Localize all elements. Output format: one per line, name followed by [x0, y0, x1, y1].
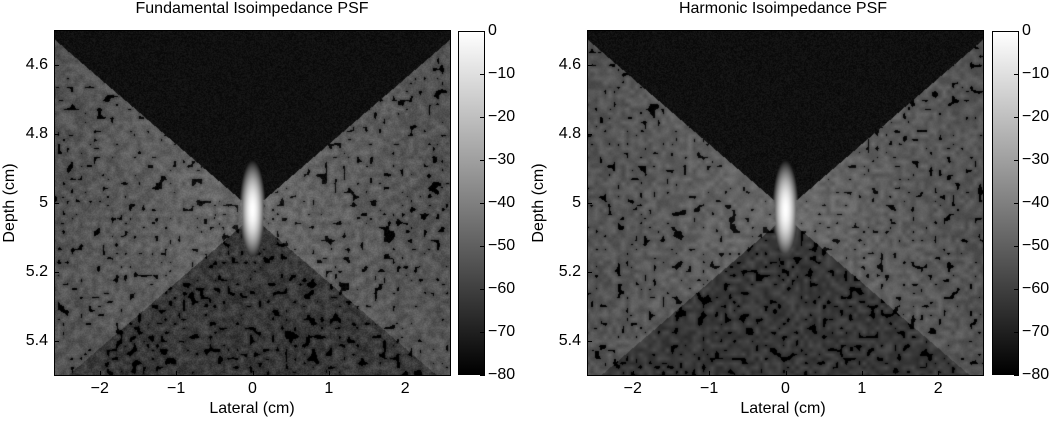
x-tick-label: −2	[623, 380, 642, 397]
colorbar-tick-label: −80	[1022, 366, 1050, 383]
colorbar-tick-mark	[1014, 74, 1019, 75]
x-tick-mark	[861, 371, 863, 376]
colorbar-tick-mark	[480, 203, 485, 204]
x-tick-mark	[938, 371, 940, 376]
heatmap-image	[54, 30, 451, 376]
colorbar-tick-label: −80	[488, 366, 516, 383]
y-tick-mark	[54, 272, 59, 274]
heatmap-image	[587, 30, 984, 376]
chart-title: Fundamental Isoimpedance PSF	[135, 0, 369, 17]
y-tick-mark	[587, 133, 592, 135]
x-tick-mark	[709, 371, 711, 376]
x-tick-mark	[785, 371, 787, 376]
colorbar-tick-label: −60	[488, 280, 516, 297]
x-tick-mark	[632, 371, 634, 376]
y-tick-mark	[587, 64, 592, 66]
colorbar-tick-mark	[1014, 160, 1019, 161]
x-axis-label: Lateral (cm)	[740, 400, 826, 417]
y-tick-label: 5.2	[25, 263, 48, 281]
chart-title: Harmonic Isoimpedance PSF	[678, 0, 888, 17]
x-tick-label: 1	[857, 380, 867, 397]
heatmap-plot	[587, 30, 984, 376]
colorbar-tick-mark	[480, 375, 485, 376]
y-tick-label: 5	[572, 194, 581, 211]
colorbar-tick-label: −50	[1022, 237, 1050, 254]
colorbar-tick-mark	[480, 31, 485, 32]
colorbar-tick-mark	[1014, 332, 1019, 333]
colorbar-tick-mark	[480, 117, 485, 118]
x-tick-label: −1	[167, 380, 186, 397]
colorbar-tick-mark	[480, 160, 485, 161]
colorbar-tick-mark	[480, 74, 485, 75]
y-tick-mark	[54, 341, 59, 343]
x-tick-label: −2	[90, 380, 109, 397]
y-tick-mark	[54, 133, 59, 135]
colorbar-tick-mark	[1014, 117, 1019, 118]
x-tick-mark	[252, 371, 254, 376]
y-tick-label: 4.8	[558, 124, 581, 142]
colorbar-tick-label: −20	[488, 108, 516, 125]
colorbar-tick-mark	[1014, 31, 1019, 32]
y-tick-mark	[587, 272, 592, 274]
colorbar-tick-mark	[1014, 289, 1019, 290]
colorbar-tick-mark	[1014, 375, 1019, 376]
colorbar-tick-label: −70	[1022, 323, 1050, 340]
colorbar-tick-label: −70	[488, 323, 516, 340]
x-tick-label: −1	[700, 380, 719, 397]
colorbar-tick-mark	[1014, 203, 1019, 204]
colorbar-tick-mark	[480, 332, 485, 333]
y-tick-label: 5	[39, 194, 48, 211]
x-tick-label: 0	[781, 380, 790, 397]
colorbar-tick-label: −10	[488, 65, 516, 82]
x-tick-mark	[99, 371, 101, 376]
colorbar-tick-label: 0	[1022, 22, 1031, 39]
harmonic-panel: Harmonic Isoimpedance PSF Depth (cm) 4.6…	[525, 0, 1050, 422]
heatmap-plot	[54, 30, 451, 376]
colorbar-tick-label: −30	[1022, 151, 1050, 168]
colorbar-tick-mark	[480, 246, 485, 247]
y-tick-label: 5.4	[25, 332, 48, 350]
x-tick-mark	[328, 371, 330, 376]
colorbar-tick-label: −20	[1022, 108, 1050, 125]
colorbar-tick-label: −10	[1022, 65, 1050, 82]
colorbar-tick-label: −40	[488, 194, 516, 211]
x-tick-label: 0	[248, 380, 257, 397]
colorbar-tick-label: 0	[488, 22, 497, 39]
y-tick-mark	[54, 203, 59, 204]
x-tick-label: 1	[324, 380, 334, 397]
y-tick-label: 5.4	[558, 332, 581, 350]
colorbar-tick-label: −40	[1022, 194, 1050, 211]
x-axis-label: Lateral (cm)	[209, 400, 295, 417]
colorbar-tick-mark	[480, 289, 485, 290]
y-tick-mark	[587, 203, 592, 204]
x-tick-label: 2	[933, 380, 943, 397]
y-tick-label: 4.8	[25, 124, 48, 142]
y-tick-label: 5.2	[558, 263, 581, 281]
colorbar-tick-label: −30	[488, 151, 516, 168]
y-tick-label: 4.6	[558, 55, 581, 73]
y-tick-mark	[54, 64, 59, 66]
y-tick-label: 4.6	[25, 55, 48, 73]
colorbar-tick-label: −50	[488, 237, 516, 254]
x-tick-mark	[176, 371, 178, 376]
x-tick-label: 2	[400, 380, 410, 397]
y-tick-mark	[587, 341, 592, 343]
fundamental-panel: Fundamental Isoimpedance PSF Depth (cm) …	[1, 0, 516, 417]
x-tick-mark	[405, 371, 407, 376]
colorbar-tick-label: −60	[1022, 280, 1050, 297]
colorbar-tick-mark	[1014, 246, 1019, 247]
